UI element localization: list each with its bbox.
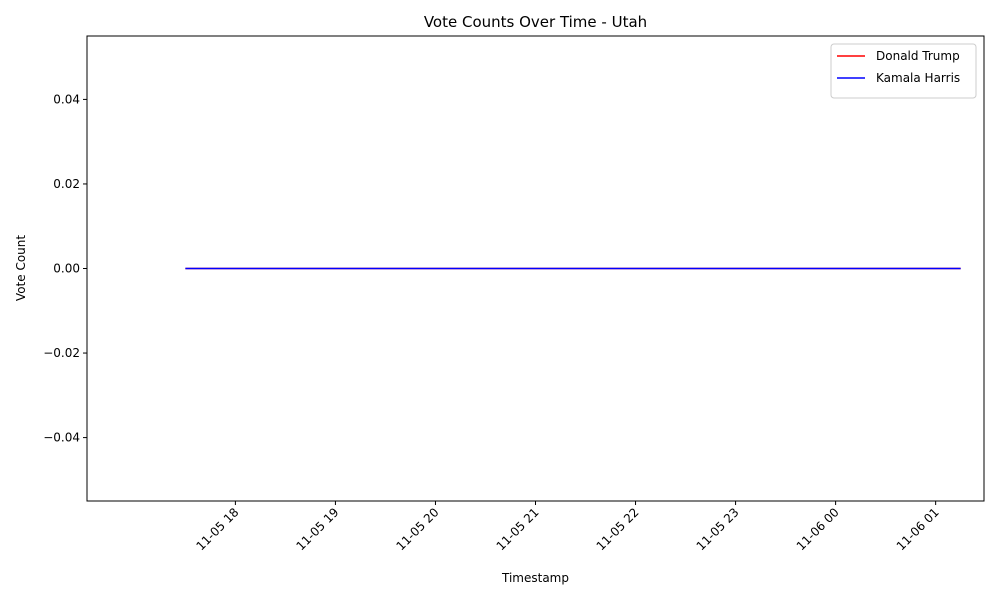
y-tick-label: −0.04: [43, 431, 80, 445]
legend-box: [830, 43, 977, 99]
y-tick-label: 0.02: [53, 177, 80, 191]
legend-label: Donald Trump: [876, 49, 960, 63]
legend: Donald Trump Kamala Harris: [830, 43, 977, 99]
y-tick-label: 0.00: [53, 262, 80, 276]
x-axis-label: Timestamp: [501, 571, 569, 585]
y-tick-label: 0.04: [53, 92, 80, 106]
y-axis-label: Vote Count: [14, 235, 28, 301]
y-tick-label: −0.02: [43, 346, 80, 360]
legend-label: Kamala Harris: [876, 71, 960, 85]
chart-title: Vote Counts Over Time - Utah: [424, 13, 647, 31]
